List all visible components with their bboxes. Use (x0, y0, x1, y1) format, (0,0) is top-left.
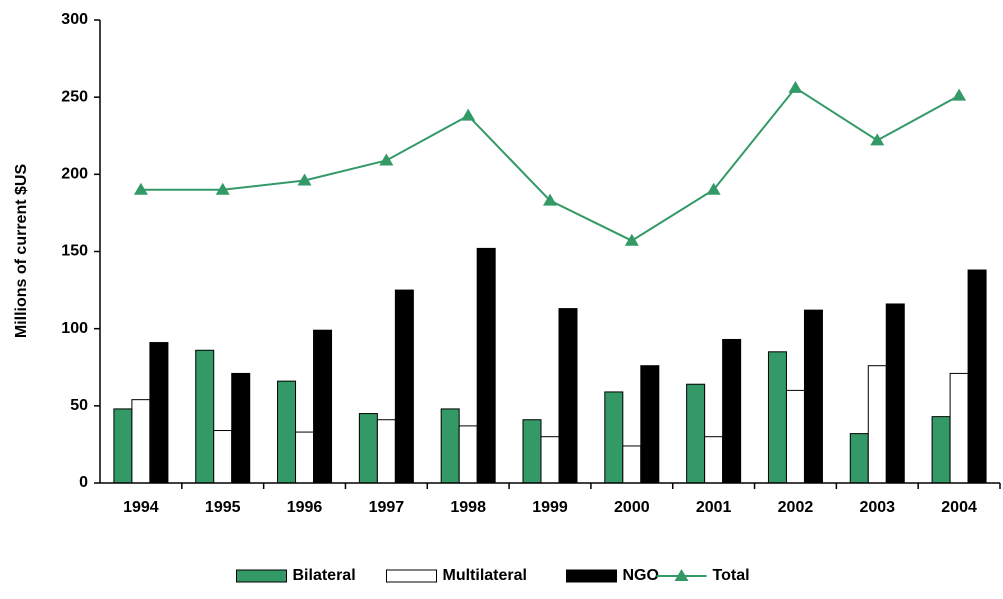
line-marker (870, 133, 885, 146)
line-marker (215, 182, 230, 195)
legend-label: Multilateral (443, 567, 527, 584)
legend-label: Bilateral (293, 567, 356, 584)
line (140, 86, 960, 242)
x-tick-label: 2000 (614, 499, 650, 516)
legend-label: NGO (623, 567, 659, 584)
x-tick-label: 2003 (859, 499, 895, 516)
x-tick-label: 1994 (123, 499, 159, 516)
line-marker (952, 88, 967, 101)
bar (313, 329, 333, 484)
bar (358, 413, 378, 484)
legend-marker (674, 569, 689, 581)
bar (803, 309, 823, 484)
bar (295, 431, 315, 484)
bar (394, 289, 414, 484)
x-tick-label: 1999 (532, 499, 568, 516)
y-tick-label: 150 (61, 243, 88, 260)
bar (440, 408, 460, 484)
bar (785, 389, 805, 484)
line-marker (706, 182, 721, 195)
bar (540, 436, 560, 484)
bar (277, 380, 297, 484)
y-tick-label: 100 (61, 320, 88, 337)
bar (113, 408, 133, 484)
bar (458, 425, 478, 484)
y-tick-label: 50 (70, 397, 88, 414)
y-tick-label: 0 (79, 474, 88, 491)
line-marker (297, 173, 312, 186)
bar (885, 303, 905, 484)
legend-swatch (566, 569, 617, 583)
x-tick-label: 1995 (205, 499, 241, 516)
y-tick-label: 300 (61, 11, 88, 28)
bar (767, 351, 787, 484)
line-marker (133, 182, 148, 195)
bar (149, 342, 169, 484)
bar (931, 416, 951, 484)
bar (195, 349, 215, 484)
line-marker (461, 108, 476, 121)
x-tick-label: 1996 (287, 499, 323, 516)
legend-swatch (386, 569, 437, 583)
bar (704, 436, 724, 484)
bar (213, 430, 233, 484)
x-tick-label: 2001 (696, 499, 732, 516)
bar (686, 383, 706, 484)
x-tick-label: 1998 (450, 499, 486, 516)
bar (558, 308, 578, 484)
bar (522, 419, 542, 484)
bar (640, 365, 660, 484)
x-tick-label: 1997 (369, 499, 405, 516)
bar (622, 445, 642, 484)
bar (604, 391, 624, 484)
line-marker (543, 193, 557, 206)
line-marker (379, 153, 394, 166)
bar (376, 419, 396, 484)
bar (967, 269, 987, 484)
bar (867, 365, 887, 484)
bar (722, 338, 742, 484)
line-marker (624, 233, 639, 246)
legend-label: Total (713, 567, 750, 584)
bar (949, 372, 969, 484)
bar (131, 399, 151, 484)
legend-swatch (236, 569, 287, 583)
x-tick-label: 2004 (941, 499, 977, 516)
line-marker (788, 80, 803, 93)
y-tick-label: 250 (61, 88, 88, 105)
x-tick-label: 2002 (778, 499, 814, 516)
y-tick-label: 200 (61, 166, 88, 183)
bar (231, 372, 251, 484)
y-axis-label: Millions of current $US (13, 164, 30, 339)
bar (476, 247, 496, 484)
bar (849, 433, 869, 484)
